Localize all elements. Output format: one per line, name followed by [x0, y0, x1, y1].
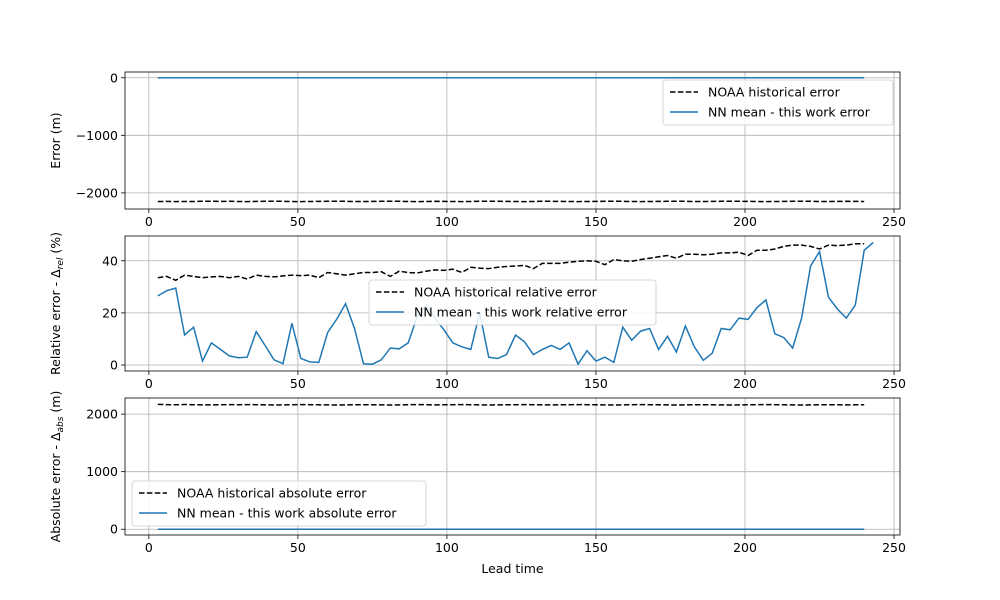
x-tick-label: 100	[435, 214, 459, 229]
legend: NOAA historical absolute error NN mean - …	[131, 480, 427, 527]
x-tick-label: 200	[733, 540, 757, 555]
axes-frame	[124, 397, 901, 536]
y-tick-label: 0	[110, 358, 118, 373]
legend: NOAA historical relative error NN mean - …	[368, 279, 657, 326]
x-tick-label: 200	[733, 214, 757, 229]
legend-box	[131, 480, 427, 527]
legend-label: NOAA historical relative error	[414, 285, 598, 300]
y-axis-label: Relative error - Δrel (%)	[48, 232, 66, 375]
x-axis-label: Lead time	[481, 561, 544, 576]
y-tick-label: 20	[102, 305, 118, 320]
x-tick-label: 50	[290, 214, 306, 229]
y-axis-label: Error (m)	[48, 112, 63, 168]
series-line-nn	[157, 241, 874, 366]
x-tick-label: 0	[145, 540, 153, 555]
legend: NOAA historical error NN mean - this work…	[662, 79, 894, 126]
series-line-noaa	[157, 403, 865, 406]
y-tick-label: 0	[110, 70, 118, 85]
y-tick-label: 0	[110, 522, 118, 537]
subplot-2: 0 50 100 150 200 250 0 20 40 Relative error - Δre…	[48, 232, 906, 391]
x-tick-label: 250	[882, 214, 906, 229]
legend-label: NOAA historical absolute error	[177, 486, 367, 501]
x-tick-label: 200	[733, 376, 757, 391]
x-tick-label: 50	[290, 376, 306, 391]
legend-label: NOAA historical error	[708, 85, 841, 100]
x-tick-label: 250	[882, 376, 906, 391]
subplot-3: 0 50 100 150 200 250 0 1000 2000 Absolute error -…	[48, 391, 906, 576]
y-tick-label: 1000	[86, 464, 118, 479]
subplot-1: 0 50 100 150 200 250 0 −1000 −2000 Error (m) NOAA …	[48, 70, 906, 229]
y-tick-label: −2000	[76, 185, 118, 200]
axes-frame	[124, 71, 901, 210]
x-tick-label: 0	[145, 376, 153, 391]
y-tick-label: 2000	[86, 407, 118, 422]
x-tick-label: 250	[882, 540, 906, 555]
legend-box	[662, 79, 894, 126]
y-tick-label: 40	[102, 253, 118, 268]
x-tick-label: 50	[290, 540, 306, 555]
x-tick-label: 150	[584, 376, 608, 391]
series-line-noaa	[157, 243, 865, 282]
x-tick-label: 150	[584, 214, 608, 229]
legend-label: NN mean - this work absolute error	[177, 506, 397, 521]
x-tick-label: 100	[435, 540, 459, 555]
x-tick-label: 150	[584, 540, 608, 555]
y-tick-label: −1000	[76, 128, 118, 143]
legend-label: NN mean - this work error	[708, 105, 871, 120]
y-axis-label: Absolute error - Δabs (m)	[48, 391, 66, 543]
x-tick-label: 100	[435, 376, 459, 391]
x-tick-label: 0	[145, 214, 153, 229]
axes-frame	[124, 235, 901, 372]
legend-label: NN mean - this work relative error	[414, 305, 628, 320]
legend-box	[368, 279, 657, 326]
